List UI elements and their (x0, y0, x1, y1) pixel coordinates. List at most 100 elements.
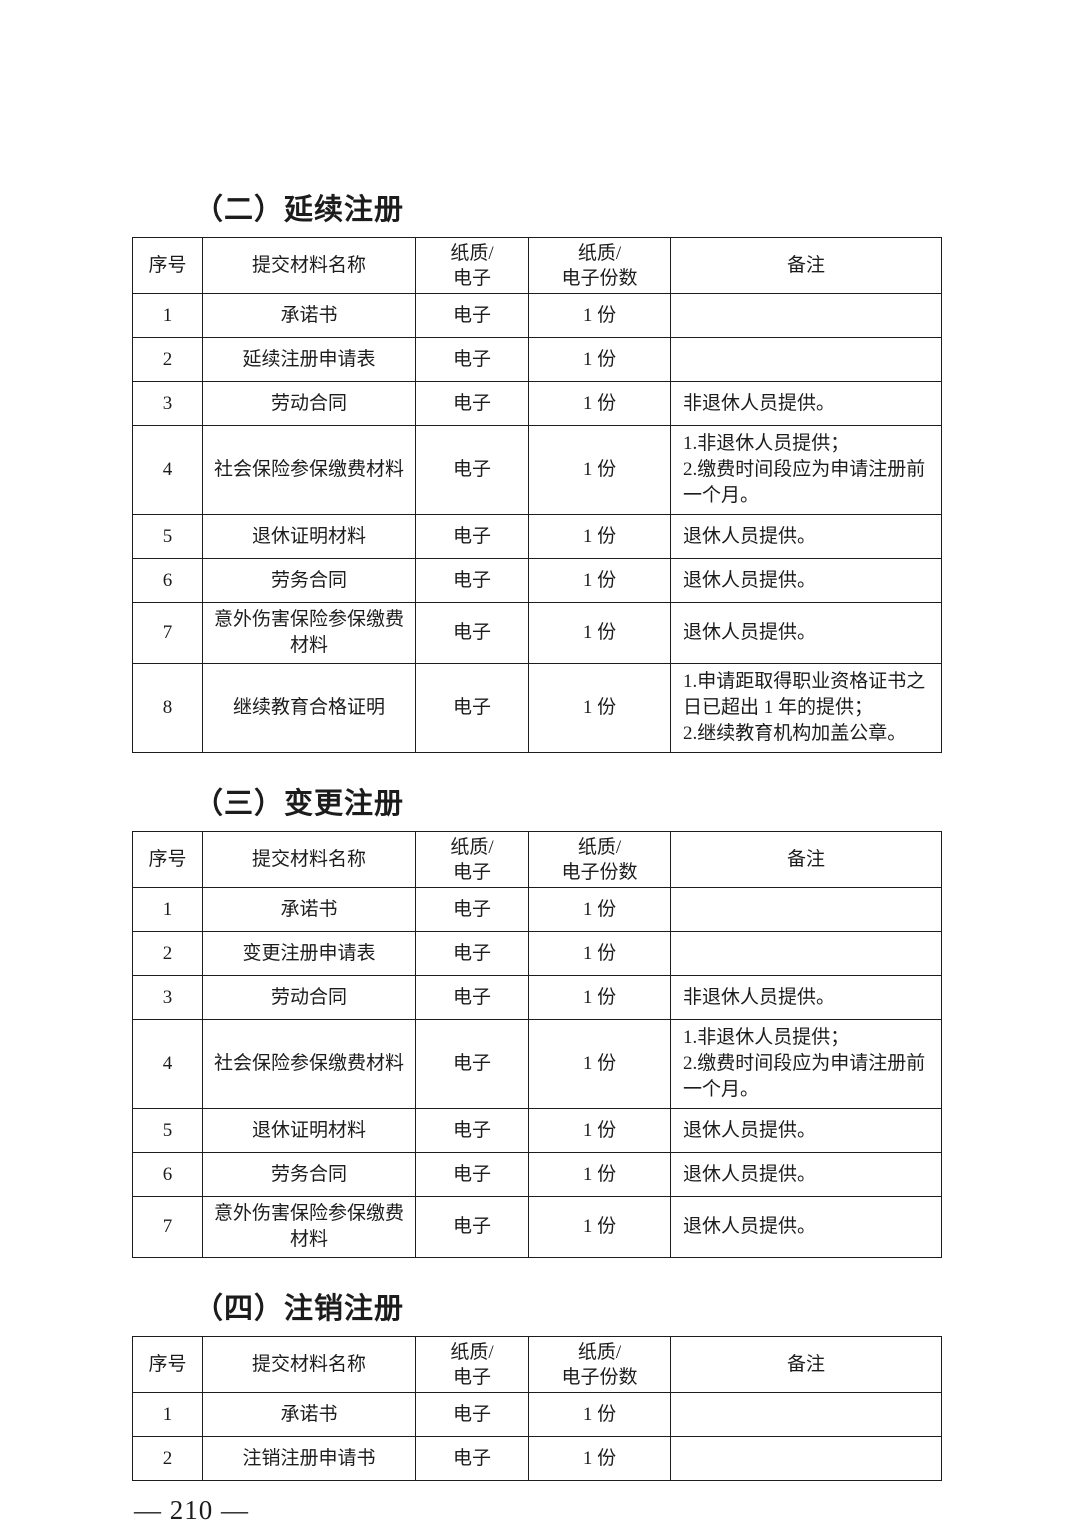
serial-cell: 1 (132, 1392, 203, 1437)
table-header-row: 序号 提交材料名称 纸质/ 电子 纸质/ 电子份数 备注 (132, 1336, 942, 1393)
material-name-cell: 意外伤害保险参保缴费材料 (202, 602, 416, 664)
format-cell: 电子 (415, 337, 529, 382)
table-row: 2 延续注册申请表 电子 1 份 (132, 337, 942, 382)
section-heading: （四）注销注册 (194, 1293, 405, 1325)
copies-cell: 1 份 (528, 1108, 671, 1153)
serial-cell: 5 (132, 1108, 203, 1153)
serial-cell: 4 (132, 1019, 203, 1109)
serial-cell: 7 (132, 1196, 203, 1258)
col-header-serial: 序号 (132, 1336, 203, 1393)
col-header-remark: 备注 (670, 1336, 942, 1393)
remark-cell: 退休人员提供。 (670, 1152, 942, 1197)
format-cell: 电子 (415, 1196, 529, 1258)
format-cell: 电子 (415, 381, 529, 426)
remark-cell: 非退休人员提供。 (670, 975, 942, 1020)
col-header-serial: 序号 (132, 831, 203, 888)
serial-cell: 4 (132, 425, 203, 515)
format-cell: 电子 (415, 1019, 529, 1109)
section-heading: （二）延续注册 (194, 194, 405, 226)
serial-cell: 1 (132, 887, 203, 932)
col-header-serial: 序号 (132, 237, 203, 294)
section-change-registration: （三）变更注册 序号 提交材料名称 纸质/ 电子 纸质/ 电子份数 备注 1 承诺… (132, 786, 942, 1258)
material-name-cell: 意外伤害保险参保缴费材料 (202, 1196, 416, 1258)
section-renewal-registration: （二）延续注册 序号 提交材料名称 纸质/ 电子 纸质/ 电子份数 备注 1 承诺… (132, 192, 942, 753)
material-name-cell: 劳务合同 (202, 1152, 416, 1197)
remark-cell (670, 931, 942, 976)
table-row: 4 社会保险参保缴费材料 电子 1 份 1.非退休人员提供； 2.缴费时间段应为申请注册… (132, 1019, 942, 1109)
remark-cell: 退休人员提供。 (670, 558, 942, 603)
col-header-material-name: 提交材料名称 (202, 831, 416, 888)
table-row: 1 承诺书 电子 1 份 (132, 887, 942, 932)
format-cell: 电子 (415, 425, 529, 515)
serial-cell: 6 (132, 1152, 203, 1197)
table-row: 5 退休证明材料 电子 1 份退休人员提供。 (132, 514, 942, 559)
table-header-row: 序号 提交材料名称 纸质/ 电子 纸质/ 电子份数 备注 (132, 237, 942, 294)
material-name-cell: 继续教育合格证明 (202, 663, 416, 753)
material-name-cell: 承诺书 (202, 1392, 416, 1437)
table-row: 4 社会保险参保缴费材料 电子 1 份 1.非退休人员提供； 2.缴费时间段应为申请注册… (132, 425, 942, 515)
table-row: 3 劳动合同 电子 1 份非退休人员提供。 (132, 975, 942, 1020)
format-cell: 电子 (415, 931, 529, 976)
copies-cell: 1 份 (528, 381, 671, 426)
format-cell: 电子 (415, 602, 529, 664)
material-name-cell: 承诺书 (202, 293, 416, 338)
table-row: 1 承诺书 电子 1 份 (132, 293, 942, 338)
table-row: 7 意外伤害保险参保缴费材料 电子 1 份退休人员提供。 (132, 1196, 942, 1258)
serial-cell: 2 (132, 1436, 203, 1481)
section-deregistration: （四）注销注册 序号 提交材料名称 纸质/ 电子 纸质/ 电子份数 备注 1 承诺… (132, 1291, 942, 1481)
copies-cell: 1 份 (528, 1436, 671, 1481)
remark-cell: 退休人员提供。 (670, 602, 942, 664)
table-row: 2 注销注册申请书 电子 1 份 (132, 1436, 942, 1481)
remark-cell: 1.非退休人员提供； 2.缴费时间段应为申请注册前一个月。 (670, 425, 942, 515)
copies-cell: 1 份 (528, 1196, 671, 1258)
remark-cell (670, 887, 942, 932)
section-heading: （三）变更注册 (194, 788, 405, 820)
copies-cell: 1 份 (528, 1019, 671, 1109)
copies-cell: 1 份 (528, 663, 671, 753)
table-body: 1 承诺书 电子 1 份 2 延续注册申请表 电子 1 份 3 劳动合同 电子 1 份非退休人员提供。… (132, 293, 942, 753)
format-cell: 电子 (415, 1108, 529, 1153)
table-row: 6 劳务合同 电子 1 份退休人员提供。 (132, 558, 942, 603)
material-name-cell: 劳动合同 (202, 381, 416, 426)
material-name-cell: 劳动合同 (202, 975, 416, 1020)
serial-cell: 6 (132, 558, 203, 603)
material-name-cell: 劳务合同 (202, 558, 416, 603)
table-body: 1 承诺书 电子 1 份 2 变更注册申请表 电子 1 份 3 劳动合同 电子 1 份非退休人员提供。… (132, 887, 942, 1258)
remark-cell: 退休人员提供。 (670, 514, 942, 559)
remark-cell: 退休人员提供。 (670, 1108, 942, 1153)
serial-cell: 5 (132, 514, 203, 559)
copies-cell: 1 份 (528, 293, 671, 338)
copies-cell: 1 份 (528, 514, 671, 559)
copies-cell: 1 份 (528, 602, 671, 664)
format-cell: 电子 (415, 293, 529, 338)
remark-cell: 退休人员提供。 (670, 1196, 942, 1258)
table-row: 1 承诺书 电子 1 份 (132, 1392, 942, 1437)
format-cell: 电子 (415, 558, 529, 603)
copies-cell: 1 份 (528, 1152, 671, 1197)
col-header-remark: 备注 (670, 831, 942, 888)
col-header-format: 纸质/ 电子 (415, 1336, 529, 1393)
material-name-cell: 注销注册申请书 (202, 1436, 416, 1481)
table-row: 3 劳动合同 电子 1 份非退休人员提供。 (132, 381, 942, 426)
table-body: 1 承诺书 电子 1 份 2 注销注册申请书 电子 1 份 (132, 1392, 942, 1481)
copies-cell: 1 份 (528, 337, 671, 382)
serial-cell: 8 (132, 663, 203, 753)
copies-cell: 1 份 (528, 975, 671, 1020)
copies-cell: 1 份 (528, 1392, 671, 1437)
format-cell: 电子 (415, 887, 529, 932)
format-cell: 电子 (415, 1436, 529, 1481)
col-header-remark: 备注 (670, 237, 942, 294)
table-row: 7 意外伤害保险参保缴费材料 电子 1 份退休人员提供。 (132, 602, 942, 664)
serial-cell: 3 (132, 975, 203, 1020)
table-row: 2 变更注册申请表 电子 1 份 (132, 931, 942, 976)
format-cell: 电子 (415, 663, 529, 753)
remark-cell (670, 293, 942, 338)
col-header-format: 纸质/ 电子 (415, 237, 529, 294)
material-name-cell: 退休证明材料 (202, 1108, 416, 1153)
remark-cell: 1.非退休人员提供； 2.缴费时间段应为申请注册前一个月。 (670, 1019, 942, 1109)
table-row: 6 劳务合同 电子 1 份退休人员提供。 (132, 1152, 942, 1197)
table-row: 5 退休证明材料 电子 1 份退休人员提供。 (132, 1108, 942, 1153)
